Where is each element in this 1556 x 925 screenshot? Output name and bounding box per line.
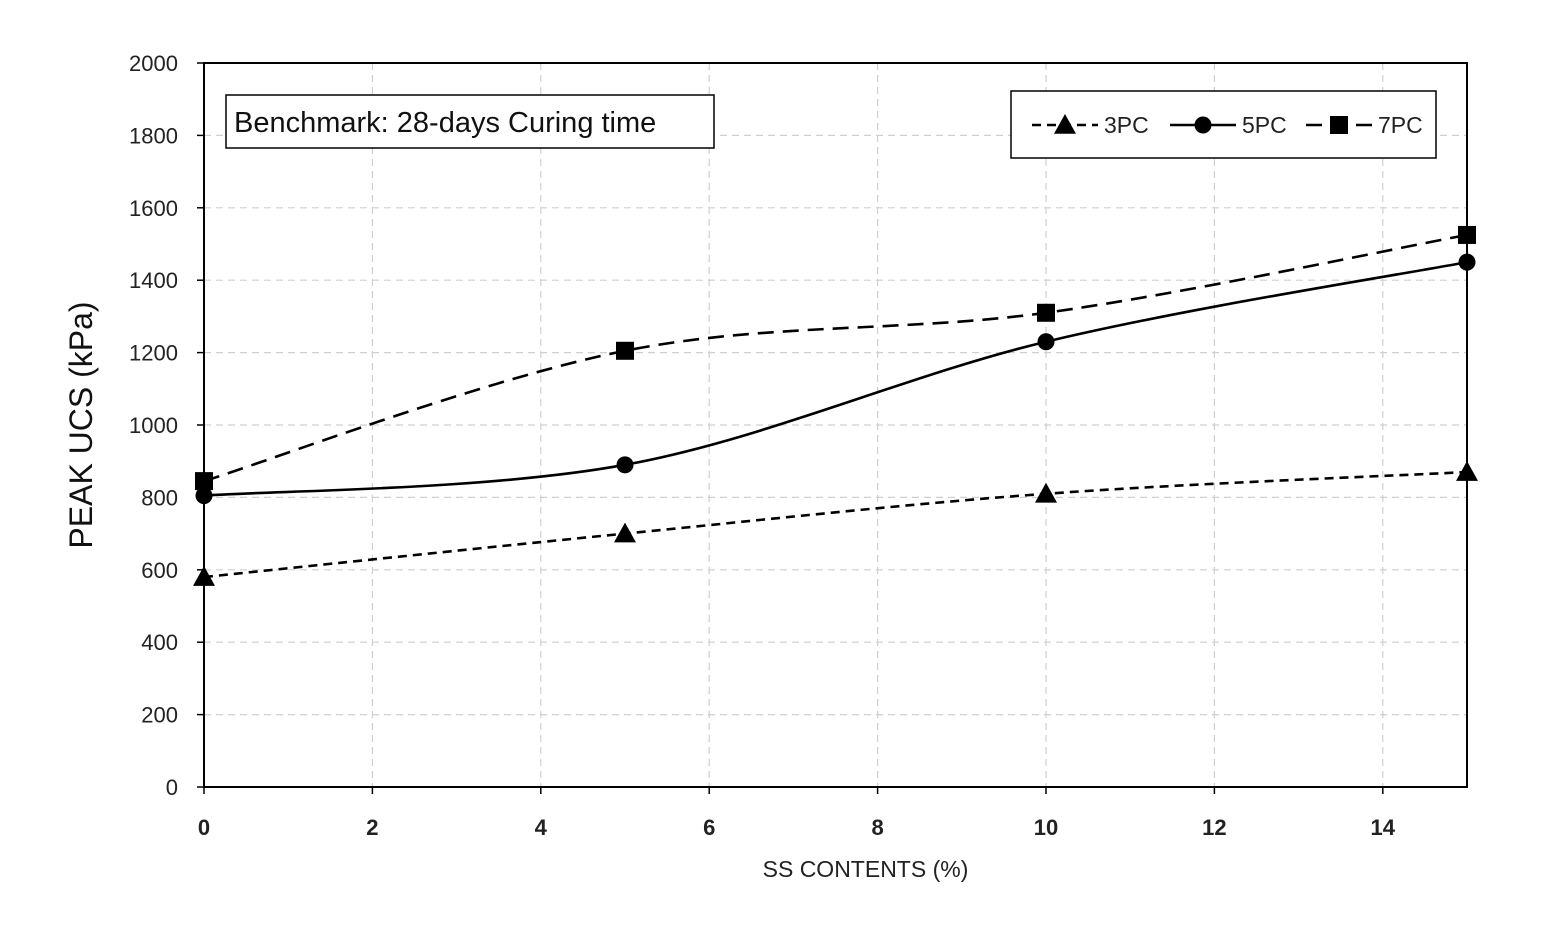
x-tick-label: 2 xyxy=(366,815,378,840)
data-point-circle xyxy=(195,487,213,505)
series-line xyxy=(203,233,1468,483)
legend-marker-triangle xyxy=(1054,114,1076,134)
x-tick-label: 4 xyxy=(535,815,548,840)
legend-item-7pc: 7PC xyxy=(1306,112,1423,138)
series-line xyxy=(203,260,1468,497)
legend-label: 3PC xyxy=(1104,112,1149,138)
x-tick-label: 14 xyxy=(1371,815,1396,840)
x-axis-ticks: 0 2 4 6 8 10 12 14 xyxy=(198,787,1396,840)
legend-label: 5PC xyxy=(1242,112,1287,138)
series-layer xyxy=(193,225,1478,586)
series-5pc xyxy=(195,253,1476,505)
y-tick-label: 0 xyxy=(166,775,178,800)
legend: 3PC 5PC 7PC xyxy=(1010,90,1437,159)
series-7pc xyxy=(195,225,1476,491)
legend-item-3pc: 3PC xyxy=(1032,112,1149,138)
legend-item-5pc: 5PC xyxy=(1170,112,1287,138)
grid-lines xyxy=(204,63,1467,787)
x-tick-label: 6 xyxy=(703,815,715,840)
y-tick-label: 600 xyxy=(141,558,178,583)
data-point-square xyxy=(1458,225,1476,244)
x-tick-label: 10 xyxy=(1034,815,1058,840)
x-tick-label: 8 xyxy=(871,815,883,840)
series-3pc xyxy=(193,461,1478,586)
data-point-circle xyxy=(616,456,634,474)
y-axis-ticks: 0 200 400 600 800 1000 1200 1400 1600 1800 2000 xyxy=(129,51,204,800)
legend-label: 7PC xyxy=(1378,112,1423,138)
x-tick-label: 0 xyxy=(198,815,210,840)
y-tick-label: 1800 xyxy=(129,123,178,148)
data-point-triangle xyxy=(1456,461,1478,481)
y-axis-title: PEAK UCS (kPa) xyxy=(63,301,99,548)
data-point-triangle xyxy=(193,566,215,586)
data-point-circle xyxy=(1037,333,1055,351)
annotation-text: Benchmark: 28-days Curing time xyxy=(234,107,656,139)
y-tick-label: 800 xyxy=(141,485,178,510)
y-tick-label: 400 xyxy=(141,630,178,655)
y-tick-label: 1200 xyxy=(129,341,178,366)
legend-marker-circle xyxy=(1194,116,1212,134)
annotation-box: Benchmark: 28-days Curing time xyxy=(225,94,715,149)
y-tick-label: 200 xyxy=(141,703,178,728)
series-line xyxy=(203,470,1468,579)
data-point-triangle xyxy=(1035,482,1057,503)
legend-marker-square xyxy=(1330,116,1348,134)
x-tick-label: 12 xyxy=(1202,815,1226,840)
y-tick-label: 2000 xyxy=(129,51,178,76)
data-point-square xyxy=(616,341,634,360)
y-tick-label: 1600 xyxy=(129,196,178,221)
x-axis-title: SS CONTENTS (%) xyxy=(763,856,969,882)
data-point-square xyxy=(195,472,213,491)
data-point-circle xyxy=(1458,253,1476,271)
y-tick-label: 1400 xyxy=(129,268,178,293)
data-point-square xyxy=(1037,303,1055,322)
data-point-triangle xyxy=(614,522,636,543)
y-tick-label: 1000 xyxy=(129,413,178,438)
